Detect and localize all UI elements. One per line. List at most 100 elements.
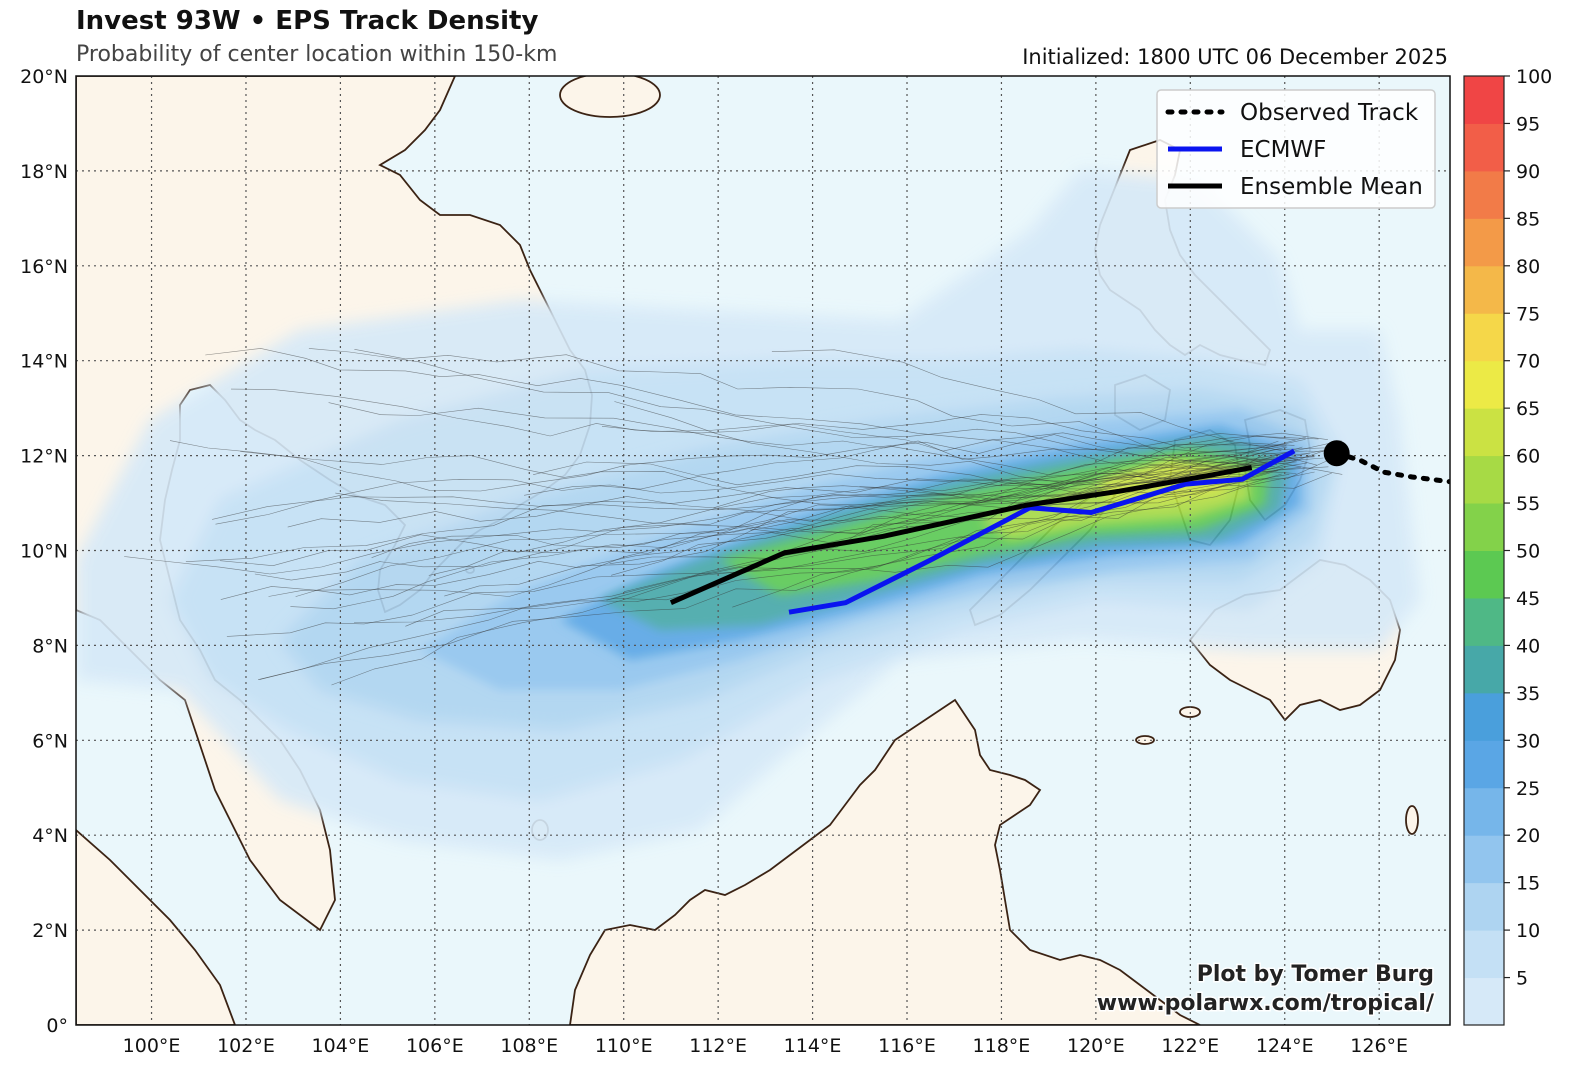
ensemble-mean-track-line [669,465,1253,605]
longitude-tick-labels: 100°E 102°E 104°E 106°E 108°E 110°E 112°E 114°E… [123,1035,1408,1057]
map-frame [75,75,1451,1026]
ensemble-member-track [290,457,1285,610]
lat-tick-label: 14°N [20,351,68,373]
lon-tick-label: 120°E [1067,1035,1125,1057]
sumatra-landmass [76,828,236,1025]
ensemble-member-track [185,440,1279,562]
colorbar-segment [1464,503,1504,551]
lon-tick-label: 126°E [1350,1035,1408,1057]
latitude-tick-labels: 0° 2°N 4°N 6°N 8°N 10°N 12°N 14°N 16°N 18°N 20°N [20,66,68,1037]
colorbar-label: 55 [1516,493,1540,515]
lat-tick-label: 4°N [32,825,68,847]
colorbar-label: 10 [1516,920,1540,942]
lon-tick-label: 100°E [123,1035,181,1057]
colorbar-label: 95 [1516,113,1540,135]
ensemble-member-track [268,435,1296,597]
colorbar-label: 30 [1516,730,1540,752]
ensemble-member-track [614,401,1299,485]
lat-tick-label: 6°N [32,730,68,752]
colorbar-segment [1464,930,1504,979]
lon-tick-label: 116°E [878,1035,936,1057]
colorbar-segment [1464,218,1504,267]
lat-tick-label: 16°N [20,256,68,278]
colorbar-label: 85 [1516,208,1540,230]
storm-center-marker [1323,440,1350,467]
colorbar-segment [1464,692,1504,741]
ensemble-member-track [354,349,1275,470]
colorbar-label: 35 [1516,683,1540,705]
colorbar-label: 20 [1516,825,1540,847]
lat-tick-label: 20°N [20,66,68,88]
colorbar-segment [1464,313,1504,362]
colorbar-segment [1464,645,1504,694]
ensemble-member-track [295,440,1342,597]
colorbar-segment [1464,265,1504,314]
lon-tick-label: 114°E [784,1035,842,1057]
lon-tick-label: 106°E [406,1035,464,1057]
colorbar-label: 5 [1516,968,1528,990]
ensemble-member-track [606,444,1279,601]
colorbar-label: 70 [1516,351,1540,373]
ensemble-member-track [220,453,1308,600]
ensemble-member-track [328,402,1318,466]
ensemble-member-track [308,348,1288,457]
colorbar-label: 45 [1516,588,1540,610]
colorbar-segment [1464,123,1504,172]
legend: Observed Track ECMWF Ensemble Mean [1156,89,1436,209]
ensemble-member-track [533,445,1297,476]
colorbar-segment [1464,740,1504,789]
colorbar-segment [1464,550,1504,599]
ensemble-member-track [287,462,1308,528]
ensemble-member-track [124,445,1287,575]
colorbar-label: 65 [1516,398,1540,420]
map-title: Invest 93W • EPS Track Density [76,6,539,36]
colorbar-label: 50 [1516,541,1540,563]
ensemble-member-track [428,446,1303,576]
legend-ecmwf-label: ECMWF [1240,137,1326,163]
colorbar-label: 25 [1516,778,1540,800]
colorbar-label: 90 [1516,161,1540,183]
ensemble-member-track [240,434,1315,492]
colorbar-label: 15 [1516,873,1540,895]
ensemble-member-track [732,473,1282,608]
ecmwf-track-line [788,448,1296,615]
colorbar-segment [1464,408,1504,457]
colorbar-label: 75 [1516,303,1540,325]
colorbar-label: 100 [1516,66,1552,88]
map-subtitle: Probability of center location within 15… [76,42,558,67]
hainan-island [559,76,661,118]
colorbar-segment [1464,170,1504,219]
ensemble-member-track [405,456,1337,627]
ensemble-member-track [371,472,1332,558]
ensemble-member-track [205,348,1328,449]
credit-author: Plot by Tomer Burg [1197,962,1434,987]
lon-tick-label: 118°E [973,1035,1031,1057]
ensemble-member-track [713,462,1277,509]
legend-observed-label: Observed Track [1240,100,1419,126]
lon-tick-label: 108°E [500,1035,558,1057]
lon-tick-label: 110°E [595,1035,653,1057]
ensemble-member-track [771,349,1295,446]
credit-url: www.polarwx.com/tropical/ [1097,991,1435,1016]
colorbar-segment [1464,882,1504,931]
ensemble-member-track [215,446,1288,525]
lat-tick-label: 8°N [32,635,68,657]
initialization-time: Initialized: 1800 UTC 06 December 2025 [1022,45,1448,69]
colorbar-segment [1464,835,1504,884]
colorbar-label: 40 [1516,635,1540,657]
map-area: Observed Track ECMWF Ensemble Mean Plot … [76,76,1450,1025]
ensemble-member-track [220,455,1316,567]
legend-mean-label: Ensemble Mean [1240,174,1423,200]
colorbar-label: 80 [1516,256,1540,278]
colorbar-segment [1464,455,1504,504]
ensemble-member-track [226,447,1334,637]
lon-tick-label: 104°E [312,1035,370,1057]
legend-box [1156,89,1436,209]
lat-tick-label: 2°N [32,920,68,942]
colorbar-segment [1464,597,1504,646]
lon-tick-label: 112°E [689,1035,747,1057]
lon-tick-label: 102°E [217,1035,275,1057]
colorbar-segment [1464,787,1504,836]
colorbar-segment [1464,76,1504,124]
